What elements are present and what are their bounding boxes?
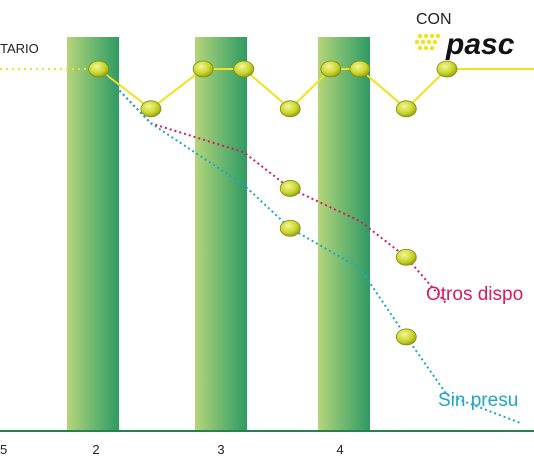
series-line-sin xyxy=(97,68,523,425)
x-tick-labels: 5 2 3 4 xyxy=(0,442,344,457)
brand-wordmark: pasc xyxy=(445,28,515,61)
brand-logo: CON pasc xyxy=(414,11,515,61)
con-label: CON xyxy=(416,11,452,28)
data-point xyxy=(279,180,301,197)
series-label-sin: Sin presu xyxy=(438,390,518,411)
period-band xyxy=(67,37,119,431)
data-point xyxy=(192,60,214,78)
x-tick-label: 5 xyxy=(0,442,7,457)
data-point xyxy=(233,60,255,78)
data-point xyxy=(395,100,417,118)
data-point xyxy=(395,328,417,346)
data-point xyxy=(436,60,458,78)
brand-dots-icon xyxy=(414,33,441,51)
x-tick-label: 4 xyxy=(336,442,343,457)
data-point xyxy=(279,100,301,118)
data-point xyxy=(279,219,301,237)
data-point xyxy=(395,248,417,266)
series-line-tario xyxy=(98,68,534,111)
marker-layer xyxy=(88,60,458,346)
data-point xyxy=(140,100,162,118)
period-bands xyxy=(67,37,370,431)
period-band xyxy=(318,37,370,431)
data-point xyxy=(320,60,342,78)
period-band xyxy=(195,37,247,431)
x-tick-label: 3 xyxy=(217,442,224,457)
x-tick-label: 2 xyxy=(92,442,99,457)
series-label-otros: Otros dispo xyxy=(426,284,523,305)
series-label-tario: TARIO xyxy=(0,41,39,56)
data-point xyxy=(88,60,110,78)
data-point xyxy=(349,60,371,78)
